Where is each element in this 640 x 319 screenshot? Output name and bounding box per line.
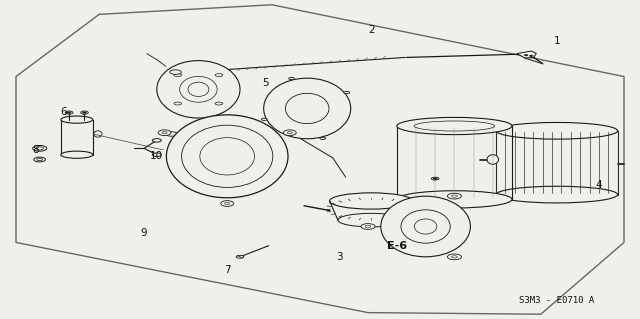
- Ellipse shape: [381, 196, 470, 257]
- Text: 5: 5: [262, 78, 269, 88]
- Ellipse shape: [447, 254, 461, 260]
- Ellipse shape: [320, 137, 326, 139]
- Ellipse shape: [487, 155, 499, 164]
- Ellipse shape: [447, 193, 461, 199]
- Ellipse shape: [433, 178, 437, 179]
- Ellipse shape: [330, 193, 413, 209]
- Text: 8: 8: [32, 145, 38, 155]
- Ellipse shape: [83, 112, 86, 114]
- Ellipse shape: [496, 186, 618, 203]
- Text: 6: 6: [61, 107, 67, 117]
- Ellipse shape: [397, 117, 512, 135]
- Text: E-6: E-6: [387, 241, 407, 251]
- Ellipse shape: [264, 78, 351, 139]
- Ellipse shape: [214, 69, 221, 71]
- Ellipse shape: [158, 130, 171, 136]
- Ellipse shape: [157, 61, 240, 118]
- Text: 10: 10: [150, 151, 163, 161]
- Ellipse shape: [221, 201, 234, 206]
- Ellipse shape: [289, 78, 294, 80]
- Text: 1: 1: [554, 36, 560, 47]
- Ellipse shape: [529, 55, 532, 56]
- Ellipse shape: [93, 131, 102, 137]
- Ellipse shape: [81, 111, 88, 114]
- Ellipse shape: [170, 70, 181, 74]
- Ellipse shape: [166, 115, 288, 198]
- Text: 4: 4: [595, 180, 602, 190]
- Ellipse shape: [361, 224, 375, 229]
- Ellipse shape: [397, 191, 512, 208]
- Ellipse shape: [496, 122, 618, 139]
- Ellipse shape: [33, 145, 47, 151]
- Ellipse shape: [261, 118, 267, 121]
- Ellipse shape: [236, 255, 244, 258]
- Ellipse shape: [338, 213, 404, 227]
- Text: 2: 2: [368, 25, 374, 35]
- Ellipse shape: [61, 151, 93, 158]
- Ellipse shape: [166, 132, 177, 136]
- Ellipse shape: [152, 138, 161, 142]
- Text: 3: 3: [336, 252, 342, 262]
- Text: S3M3 - E0710 A: S3M3 - E0710 A: [519, 296, 595, 305]
- Ellipse shape: [431, 177, 439, 180]
- Ellipse shape: [61, 116, 93, 123]
- Ellipse shape: [344, 92, 349, 94]
- Ellipse shape: [67, 112, 71, 114]
- Ellipse shape: [284, 130, 296, 136]
- Text: 7: 7: [224, 264, 230, 275]
- Ellipse shape: [152, 153, 161, 157]
- Text: 9: 9: [141, 228, 147, 238]
- Ellipse shape: [34, 157, 45, 162]
- Ellipse shape: [65, 111, 73, 114]
- Ellipse shape: [524, 55, 527, 56]
- Polygon shape: [517, 51, 536, 58]
